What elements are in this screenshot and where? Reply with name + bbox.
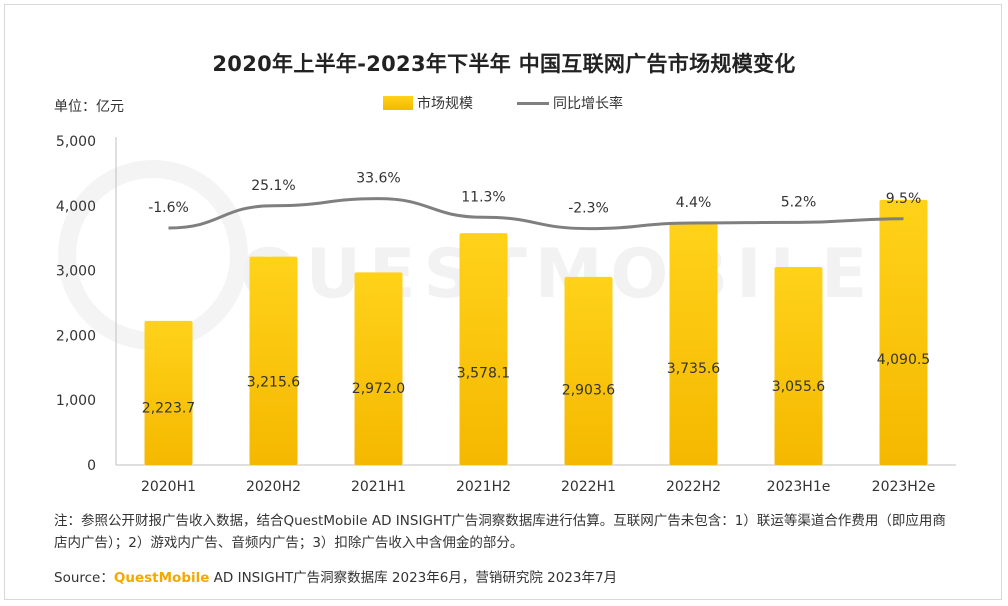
y-tick-label: 4,000 [56, 199, 96, 215]
unit-label: 单位：亿元 [54, 99, 124, 115]
growth-rate-line [168, 197, 904, 231]
bar-2023H1e [774, 266, 823, 465]
source-text: AD INSIGHT广告洞察数据库 2023年6月，营销研究院 2023年7月 [209, 570, 618, 586]
bar-2021H1 [354, 272, 403, 465]
source-prefix: Source： [54, 570, 114, 586]
growth-rate-label: 25.1% [251, 178, 295, 194]
bar-value-label: 3,735.6 [667, 361, 721, 377]
bar-value-label: 3,578.1 [457, 365, 510, 381]
x-tick-label: 2021H1 [351, 479, 406, 495]
y-tick-label: 2,000 [56, 328, 96, 344]
x-tick-label: 2020H1 [141, 479, 196, 495]
growth-rate-label: 5.2% [781, 194, 817, 210]
legend-bar-swatch [383, 96, 413, 110]
bar-2021H2 [459, 233, 508, 465]
growth-rate-label: -1.6% [148, 200, 189, 216]
watermark-text: QUESTMOBILE [240, 235, 876, 314]
legend: 市场规模 同比增长率 [383, 94, 667, 112]
bar-value-label: 2,223.7 [142, 400, 195, 416]
legend-item-line: 同比增长率 [517, 93, 623, 113]
growth-rate-label: 11.3% [461, 189, 505, 205]
x-tick-label: 2022H1 [561, 479, 616, 495]
source-brand: QuestMobile [113, 570, 210, 586]
y-tick-label: 5,000 [56, 134, 96, 150]
legend-item-bar: 市场规模 [383, 93, 473, 113]
chart-title: 2020年上半年-2023年下半年 中国互联网广告市场规模变化 [212, 52, 796, 76]
legend-line-label: 同比增长率 [553, 96, 623, 112]
source-line: Source：QuestMobile AD INSIGHT广告洞察数据库 202… [54, 566, 617, 586]
x-tick-label: 2023H1e [767, 479, 831, 495]
y-tick-label: 0 [87, 458, 96, 474]
bar-value-label: 2,972.0 [352, 381, 405, 397]
legend-line-swatch [517, 101, 549, 105]
bar-value-label: 3,215.6 [247, 375, 301, 391]
bar-2020H1 [144, 320, 193, 465]
bar-2020H2 [249, 256, 298, 465]
growth-rate-label: -2.3% [568, 201, 609, 217]
bar-value-label: 4,090.5 [877, 352, 930, 368]
x-tick-label: 2021H2 [456, 479, 511, 495]
growth-rate-label: 9.5% [886, 191, 922, 207]
footnote: 注：参照公开财报广告收入数据，结合QuestMobile AD INSIGHT广… [54, 513, 946, 551]
bar-2022H2 [669, 222, 718, 465]
x-tick-label: 2022H2 [666, 479, 721, 495]
bar-value-label: 2,903.6 [562, 383, 616, 399]
x-tick-label: 2023H2e [872, 479, 936, 495]
bar-2023H2e [879, 199, 928, 465]
bar-value-label: 3,055.6 [772, 379, 826, 395]
bar-2022H1 [564, 276, 613, 465]
y-tick-label: 1,000 [56, 393, 96, 409]
growth-rate-label: 4.4% [676, 195, 712, 211]
legend-bar-label: 市场规模 [417, 96, 473, 112]
x-tick-label: 2020H2 [246, 479, 301, 495]
y-tick-label: 3,000 [56, 264, 96, 280]
growth-rate-label: 33.6% [356, 171, 400, 187]
